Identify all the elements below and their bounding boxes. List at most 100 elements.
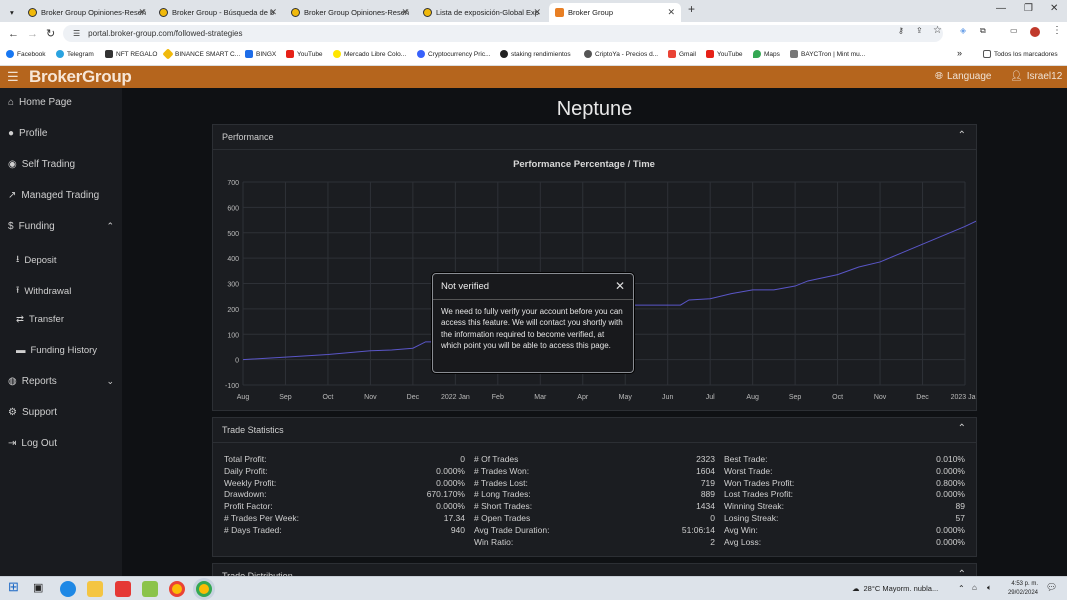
hamburger-menu-icon[interactable]: ☰ — [7, 69, 19, 84]
sidebar-item-funding-history[interactable]: ▬ Funding History — [16, 345, 97, 356]
x-tick-label: Sep — [789, 394, 802, 401]
browser-tab-4[interactable]: Lista de exposición-Global Exp ✕ — [417, 3, 547, 22]
stat-row: # Open Trades 0 — [474, 513, 715, 525]
reload-icon[interactable]: ↻ — [46, 28, 56, 40]
task-view-icon[interactable]: ▣ — [33, 582, 44, 594]
app-icon[interactable] — [115, 581, 131, 597]
stat-label: Worst Trade: — [724, 465, 773, 476]
bookmark-item[interactable]: Gmail — [668, 50, 696, 58]
app-icon[interactable] — [142, 581, 158, 597]
bookmark-item[interactable]: BAYCTron | Mint mu... — [790, 50, 865, 58]
back-icon[interactable]: ← — [8, 27, 19, 40]
browser-tab-bar: ▾ Broker Group Opiniones-Reseñ ✕ Broker G… — [0, 0, 1067, 22]
sidebar-item-deposit[interactable]: ⭳ Deposit — [16, 252, 57, 268]
close-tab-icon[interactable]: ✕ — [138, 7, 146, 17]
chevron-up-icon[interactable]: ⌃ — [957, 130, 966, 141]
bookmark-item[interactable]: Facebook — [6, 50, 46, 58]
close-icon[interactable]: ✕ — [614, 279, 625, 293]
weather-widget[interactable]: ☁ 28°C Mayorm. nubla... — [852, 584, 938, 593]
language-selector[interactable]: 🌐︎ Language — [935, 71, 992, 82]
notification-icon[interactable]: 💬︎ — [1046, 582, 1058, 592]
close-tab-icon[interactable]: ✕ — [269, 7, 277, 17]
chevron-up-icon[interactable]: ⌃ — [957, 423, 966, 434]
bookmark-item[interactable]: BINANCE SMART C... — [162, 48, 240, 60]
stat-row: Profit Factor: 0.000% — [224, 501, 465, 513]
bookmark-item[interactable]: staking rendimientos — [500, 50, 571, 58]
sidebar-item-reports[interactable]: ◍ Reports ⌄ — [8, 376, 114, 387]
bookmark-item[interactable]: Maps — [753, 50, 780, 58]
extensions-puzzle-icon[interactable]: ⧉ — [980, 26, 986, 35]
network-icon[interactable]: ⌂ — [972, 583, 977, 592]
close-window-icon[interactable]: ✕ — [1050, 3, 1059, 14]
sidebar-item-logout[interactable]: ⇥ Log Out — [8, 438, 57, 449]
restore-icon[interactable]: ❐ — [1024, 3, 1033, 14]
browser-menu-icon[interactable]: ⋮ — [1052, 25, 1062, 36]
chrome-active-icon[interactable] — [196, 581, 212, 597]
sidebar-item-funding[interactable]: $ Funding ⌃ — [8, 221, 114, 232]
browser-tab-active[interactable]: Broker Group ✕ — [549, 3, 681, 22]
globe-icon: 🌐︎ — [935, 71, 943, 82]
sidebar-item-managed-trading[interactable]: ↗ Managed Trading — [8, 190, 99, 201]
stat-row: Lost Trades Profit: 0.000% — [724, 489, 965, 501]
sidebar-item-support[interactable]: ⚙ Support — [8, 407, 57, 418]
bookmark-item[interactable]: YouTube — [286, 50, 323, 58]
bookmark-item[interactable]: Telegram — [56, 50, 94, 58]
stats-column-1: Total Profit: 0 Daily Profit: 0.000% Weekly … — [224, 454, 465, 537]
x-tick-label: Feb — [492, 394, 504, 401]
stat-value: 940 — [450, 524, 465, 535]
chrome-icon[interactable] — [169, 581, 185, 597]
profile-avatar[interactable] — [1030, 27, 1040, 37]
windows-start-icon[interactable]: ⊞ — [8, 579, 19, 594]
clock[interactable]: 4:53 p. m. 29/02/2024 — [1000, 580, 1038, 598]
volume-icon[interactable]: 🔈︎ — [987, 583, 992, 592]
url-field[interactable]: ☰ portal.broker-group.com/followed-strat… — [63, 25, 943, 42]
bookmark-star-icon[interactable]: ☆ — [933, 25, 942, 36]
tray-chevron-icon[interactable]: ⌃ — [958, 584, 965, 593]
bookmark-item[interactable]: Cryptocurrency Pric... — [417, 50, 491, 58]
bookmark-item[interactable]: Mercado Libre Colo... — [333, 50, 406, 58]
share-icon[interactable]: ⇪ — [916, 26, 923, 35]
main-content: Neptune Performance ⌃ Performance Percent… — [122, 88, 1067, 589]
trade-statistics-header[interactable]: Trade Statistics ⌃ — [213, 418, 976, 443]
brokergroup-logo[interactable]: BrokerGroup — [29, 67, 132, 87]
bookmark-item[interactable]: CriptoYa - Precios d... — [584, 50, 658, 58]
user-menu[interactable]: 👤︎ Israel12 — [1010, 71, 1062, 82]
browser-tab-1[interactable]: Broker Group Opiniones-Reseñ ✕ — [22, 3, 152, 22]
browser-tab-3[interactable]: Broker Group Opiniones-Reseñ ✕ — [285, 3, 415, 22]
stat-value: 51:06:14 — [681, 524, 715, 535]
bookmark-item[interactable]: BINGX — [245, 50, 276, 58]
sidebar-item-self-trading[interactable]: ◉ Self Trading — [8, 159, 75, 170]
extension-icon[interactable]: ◈ — [960, 26, 967, 35]
key-icon[interactable]: ⚷ — [898, 26, 904, 35]
bookmark-item[interactable]: YouTube — [706, 50, 743, 58]
bookmark-label: Gmail — [679, 50, 696, 58]
stat-row: Drawdown: 670.170% — [224, 489, 465, 501]
forward-icon[interactable]: → — [27, 27, 38, 40]
close-tab-icon[interactable]: ✕ — [667, 7, 675, 17]
close-tab-icon[interactable]: ✕ — [533, 7, 541, 17]
sidepanel-icon[interactable]: ▭ — [1010, 26, 1018, 35]
more-bookmarks-button[interactable]: » — [957, 48, 962, 58]
minimize-icon[interactable]: — — [996, 3, 1006, 14]
x-tick-label: Aug — [746, 394, 759, 401]
browser-tab-2[interactable]: Broker Group - Búsqueda de b ✕ — [153, 3, 283, 22]
bookmark-label: Cryptocurrency Pric... — [428, 50, 491, 58]
sidebar-item-home[interactable]: ⌂ Home Page — [8, 97, 72, 108]
performance-header[interactable]: Performance ⌃ — [213, 125, 976, 150]
sidebar-item-label: Reports — [21, 376, 57, 387]
all-bookmarks-button[interactable]: Todos los marcadores — [983, 50, 1058, 58]
chevron-up-icon[interactable]: ⌃ — [957, 569, 966, 580]
close-tab-icon[interactable]: ✕ — [401, 7, 409, 17]
sidebar-item-profile[interactable]: ● Profile — [8, 128, 47, 139]
edge-icon[interactable] — [60, 581, 76, 597]
new-tab-icon[interactable]: + — [688, 2, 696, 16]
stat-value: 1434 — [696, 501, 715, 512]
tab-list-button[interactable]: ▾ — [4, 3, 16, 22]
bookmark-label: NFT REGALO — [116, 50, 158, 58]
bookmark-item[interactable]: NFT REGALO — [105, 50, 157, 58]
site-info-icon[interactable]: ☰ — [73, 29, 81, 38]
file-explorer-icon[interactable] — [87, 581, 103, 597]
sidebar-item-transfer[interactable]: ⇄ Transfer — [16, 314, 64, 325]
sidebar-item-withdrawal[interactable]: ⭱ Withdrawal — [16, 283, 71, 299]
x-tick-label: Oct — [322, 394, 333, 401]
